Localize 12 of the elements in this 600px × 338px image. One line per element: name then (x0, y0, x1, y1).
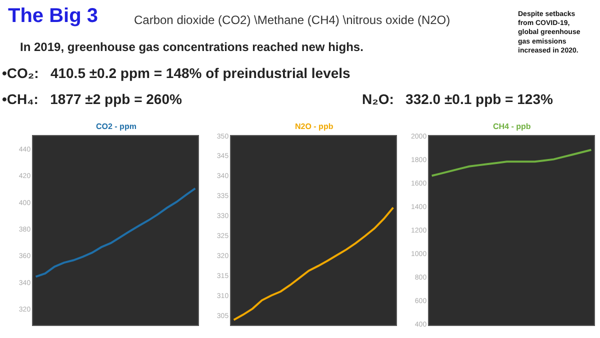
text: •CO₂: 410.5 ±0.2 ppm = 148% of preindustrial levels (2, 65, 351, 81)
line-series (430, 148, 592, 177)
chart-title: CH4 - ppb (493, 122, 531, 131)
text: The Big 3 (8, 5, 98, 27)
text: N₂O: 332.0 ±0.1 ppb = 123% (362, 91, 554, 107)
chart-title: CO2 - ppm (96, 122, 136, 131)
line-series (232, 206, 394, 321)
text: In 2019, greenhouse gas concentrations reached new highs. (20, 40, 364, 54)
chart-title: N2O - ppb (295, 122, 334, 131)
text: •CH₄: 1877 ±2 ppb = 260% (2, 91, 182, 107)
line-series (34, 187, 196, 278)
text: Carbon dioxide (CO2) \Methane (CH4) \nitrous oxide (N2O) (134, 13, 450, 27)
